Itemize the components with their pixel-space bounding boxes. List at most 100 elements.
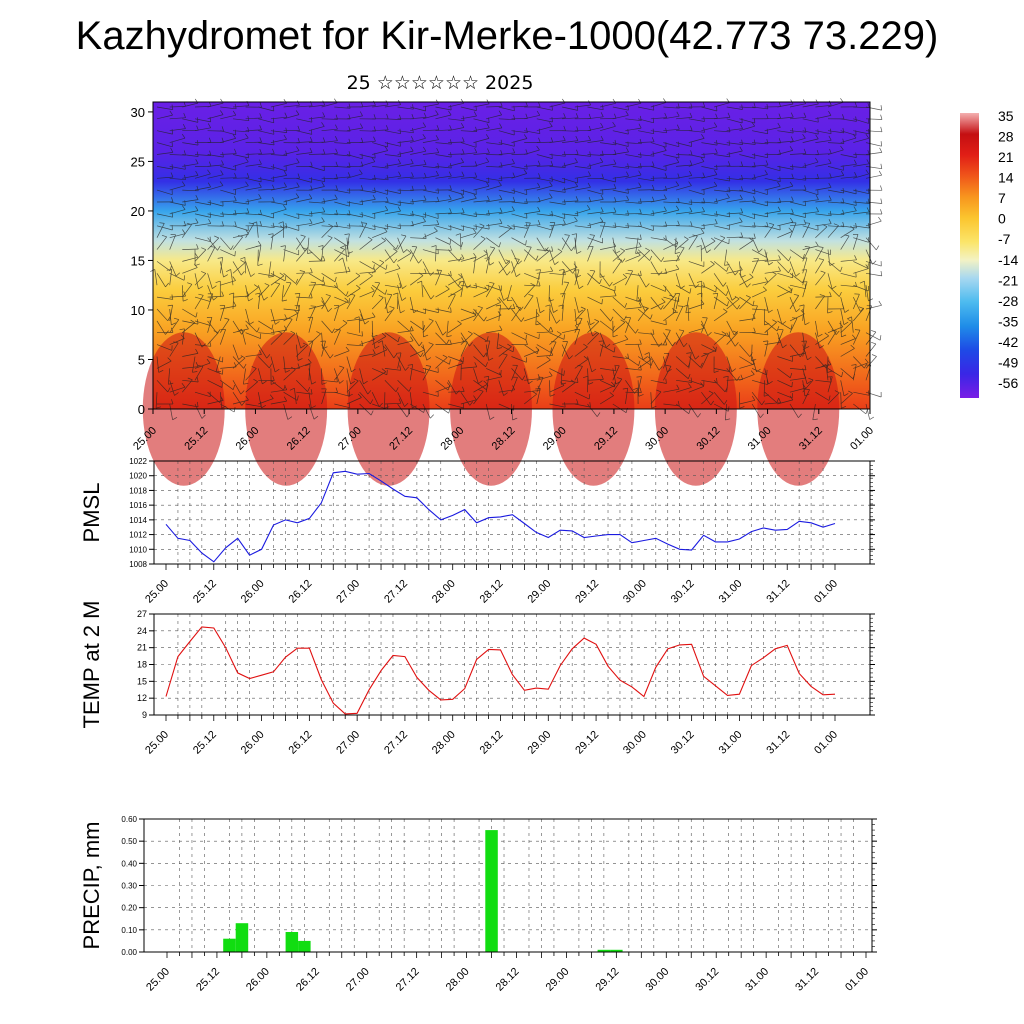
wind-barb	[815, 153, 832, 155]
wind-barb	[827, 376, 833, 393]
wind-barb-flag	[658, 366, 663, 371]
wind-barb	[448, 356, 464, 363]
wind-barb-flag	[424, 268, 427, 274]
wind-barb-flag	[230, 245, 234, 250]
wind-barb-flag	[615, 381, 621, 385]
wind-barb	[751, 289, 767, 298]
wind-barb-flag	[627, 188, 629, 194]
wind-barb-flag	[182, 229, 186, 234]
wind-barb	[726, 212, 743, 215]
wind-barb-flag	[563, 151, 566, 157]
wind-barb-flag	[600, 122, 604, 128]
wind-barb	[220, 153, 237, 155]
wind-barb	[334, 271, 351, 274]
wind-barb	[207, 332, 219, 345]
wind-barb	[789, 344, 801, 358]
wind-barb	[498, 152, 515, 155]
wind-barb	[220, 249, 236, 257]
wind-barb	[473, 356, 486, 368]
wind-barb	[713, 311, 728, 322]
wind-barb	[663, 128, 680, 132]
wind-barb-flag	[612, 334, 618, 338]
wind-barb	[625, 356, 639, 366]
wind-barb-flag	[233, 407, 236, 413]
wind-barb-flag	[583, 343, 588, 348]
wind-barb	[840, 272, 857, 278]
wind-barb	[346, 397, 362, 405]
y-tick-label: 1010	[129, 545, 147, 554]
wind-barb	[473, 290, 489, 298]
wind-barb-flag	[664, 185, 668, 191]
wind-barb-flag	[728, 366, 731, 372]
wind-barb-flag	[564, 402, 566, 408]
wind-barb-flag	[819, 345, 824, 349]
wind-barb	[853, 106, 870, 109]
wind-barb-flag	[829, 291, 832, 297]
wind-barb	[207, 154, 224, 158]
wind-barb	[448, 362, 464, 369]
wind-barb-flag	[880, 185, 883, 191]
wind-barb	[422, 175, 439, 179]
wind-barb	[562, 186, 578, 191]
x-tick-label: 31.00	[743, 966, 771, 994]
wind-barb	[650, 296, 662, 310]
wind-barb-flag	[715, 211, 718, 217]
wind-barb	[688, 211, 705, 215]
wind-barb	[523, 368, 529, 384]
wind-barb-flag	[675, 181, 680, 186]
wind-barb-flag	[702, 172, 706, 178]
wind-barb-flag	[588, 100, 592, 106]
wind-barb-flag	[614, 364, 620, 367]
wind-barb-flag	[167, 316, 171, 321]
wind-barb-flag	[766, 211, 769, 217]
wind-barb-flag	[538, 128, 541, 134]
wind-barb	[600, 177, 616, 183]
wind-barb-flag	[287, 416, 293, 420]
wind-barb	[245, 198, 262, 203]
wind-barb	[448, 118, 465, 122]
wind-barb-flag	[181, 382, 186, 388]
wind-barb-flag	[829, 148, 832, 154]
wind-barb	[599, 320, 614, 331]
wind-barb	[587, 199, 604, 203]
wind-barb	[346, 127, 363, 132]
wind-barb-flag	[270, 382, 276, 385]
wind-barb-flag	[789, 146, 794, 151]
wind-barb-flag	[601, 173, 604, 179]
wind-barb	[714, 165, 731, 167]
x-tick-label: 25.00	[143, 578, 171, 606]
wind-barb-flag	[726, 193, 730, 198]
wind-barb-flag	[449, 185, 452, 191]
wind-barb	[789, 261, 797, 277]
wind-barb-flag	[257, 263, 263, 266]
wind-barb	[764, 185, 781, 191]
wind-barb-flag	[867, 263, 869, 269]
wind-barb	[815, 391, 830, 401]
wind-barb	[397, 235, 407, 250]
wind-barb	[663, 115, 680, 120]
wind-barb	[232, 380, 242, 395]
wind-barb-flag	[727, 161, 731, 167]
wind-barb	[713, 296, 728, 307]
wind-barb-flag	[688, 408, 691, 414]
wind-barb	[864, 281, 867, 298]
wind-barb	[637, 250, 650, 262]
wind-barb-flag	[283, 170, 288, 176]
wind-barb	[448, 127, 464, 132]
wind-barb	[663, 268, 679, 274]
wind-barb-flag	[335, 148, 338, 154]
wind-barb	[308, 317, 314, 333]
wind-barb-flag	[167, 357, 172, 362]
wind-barb-flag	[268, 233, 274, 235]
wind-barb	[802, 161, 819, 167]
wind-barb-flag	[596, 412, 601, 417]
wind-barb	[283, 186, 300, 191]
wind-barb	[359, 199, 376, 203]
wind-barb-flag	[374, 281, 380, 284]
wind-barb-flag	[285, 223, 288, 229]
wind-barb-flag	[423, 325, 426, 330]
wind-barb	[663, 209, 679, 215]
wind-barb	[777, 379, 793, 388]
wind-barb-flag	[640, 270, 642, 276]
wind-barb-flag	[327, 235, 333, 239]
